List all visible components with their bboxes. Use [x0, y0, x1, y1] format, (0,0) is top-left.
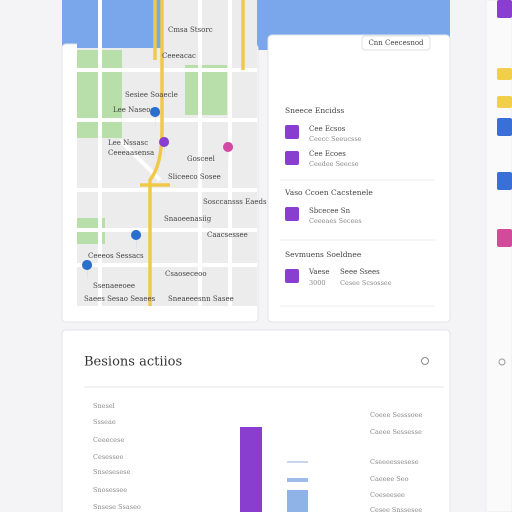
- strip-icon[interactable]: [497, 229, 512, 247]
- map-label: Gosceel: [187, 155, 216, 163]
- item-subtitle: Ceecc Seeucsse: [309, 135, 362, 143]
- action-label: Caeee Sessesse: [370, 428, 422, 436]
- map-label: Caacsessee: [207, 231, 248, 239]
- map-label: Sesiee Soaecle: [125, 91, 178, 99]
- map-label: Csaoseceoo: [165, 270, 207, 278]
- item-subtitle: 3000: [309, 279, 326, 287]
- section-heading: Sevmuens Soeldnee: [285, 250, 362, 259]
- action-label: Snsesesese: [93, 468, 131, 476]
- map-label: Cmsa Stsorc: [168, 26, 213, 34]
- map-label: Snaoeenasiig: [164, 215, 212, 223]
- item-icon: [285, 151, 299, 165]
- map-label: Ceeeaasensa: [108, 149, 154, 157]
- map: Cmsa Stsorc Ceeeacac Sesiee Soaecle Lee …: [77, 0, 267, 306]
- pin[interactable]: [82, 260, 93, 285]
- strip-icon[interactable]: [498, 358, 506, 366]
- item-subtitle: Cesee Scsossee: [340, 279, 392, 287]
- map-label: Sliceeco Sosee: [168, 173, 221, 181]
- action-label: Coeee Sesssoee: [370, 411, 423, 419]
- item-subtitle: Ceedee Seecse: [309, 160, 359, 168]
- action-label: Ssseae: [93, 418, 116, 426]
- bar: [287, 490, 308, 512]
- action-label: Ceeecese: [93, 436, 124, 444]
- pin[interactable]: [223, 142, 234, 167]
- pin[interactable]: [131, 230, 142, 255]
- pin[interactable]: [159, 137, 170, 162]
- park: [185, 65, 227, 115]
- item-subtitle: Ceeeaes Secees: [309, 217, 362, 225]
- action-label: Cesee Snssesee: [370, 506, 422, 512]
- action-label: Cesessee: [93, 453, 124, 461]
- highways: [140, 0, 245, 306]
- pins: [82, 107, 234, 285]
- strip-icon[interactable]: [497, 172, 512, 190]
- strip-icon[interactable]: [497, 96, 512, 108]
- action-label: Snosessee: [93, 486, 127, 494]
- bar: [287, 478, 308, 482]
- item-title: Cee Ecoes: [309, 150, 346, 158]
- right-labels: Coeee Sesssoee Caeee Sessesse Cseeeesseses…: [370, 411, 423, 512]
- badge[interactable]: [361, 35, 431, 51]
- map-label: Lee Nssasc: [108, 139, 148, 147]
- actions-card: [61, 329, 451, 512]
- map-label: Sneaeeesnn Sasee: [168, 295, 234, 303]
- map-water: [77, 0, 161, 48]
- section-heading: Sneece Encidss: [285, 106, 344, 115]
- pin[interactable]: [150, 107, 161, 132]
- action-label: Cseeeessesese: [370, 458, 419, 466]
- map-label: Lee Naseoo: [113, 106, 155, 114]
- side-strip: [485, 0, 512, 512]
- map-label: Saees Sesao Seaees: [84, 295, 156, 303]
- actions-title: Besions actiios: [84, 355, 182, 370]
- action-label: Snesel: [93, 402, 115, 410]
- item-icon: [285, 207, 299, 221]
- streets: [77, 0, 257, 306]
- item-icon: [285, 269, 299, 283]
- strip-icon[interactable]: [497, 68, 512, 80]
- badge-text: Cnn Ceecesnod: [368, 39, 424, 47]
- item-icon: [285, 125, 299, 139]
- left-labels: Snesel Ssseae Ceeecese Cesessee Snsesesese Sn…: [93, 402, 141, 511]
- map-label: Ceeeacac: [162, 52, 196, 60]
- panel-card: [267, 34, 451, 323]
- card-menu[interactable]: [421, 357, 429, 365]
- map-label: Ceeeos Sessacs: [88, 252, 144, 260]
- map-label: Sosccansss Eaeds: [203, 198, 267, 206]
- action-label: Snsese Ssaseo: [93, 503, 141, 511]
- strip-icon[interactable]: [497, 0, 512, 18]
- action-label: Caeeee Seo: [370, 475, 409, 483]
- item-title: Sbcecee Sn: [309, 207, 351, 215]
- action-label: Coeseesee: [370, 491, 405, 499]
- strip-icon[interactable]: [497, 118, 512, 136]
- map-label: Ssenaeeoee: [93, 282, 135, 290]
- section-heading: Vaso Ccoen Cacstenele: [284, 188, 373, 197]
- item-title: Vaese: [308, 268, 329, 276]
- item-title: Seee Ssees: [340, 268, 380, 276]
- bar: [240, 427, 262, 512]
- item-title: Cee Ecsos: [309, 125, 346, 133]
